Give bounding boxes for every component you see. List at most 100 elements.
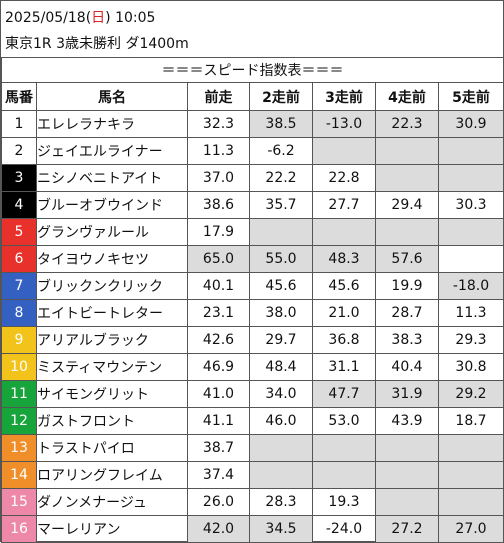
table-row: 7 ブリックンクリック 40.1 45.6 45.6 19.9 -18.0 bbox=[1, 272, 504, 300]
speed-value: 41.0 bbox=[187, 380, 250, 408]
speed-value: 55.0 bbox=[249, 245, 313, 273]
speed-value: 11.3 bbox=[187, 137, 250, 165]
horse-number: 14 bbox=[1, 461, 37, 489]
horse-number: 11 bbox=[1, 380, 37, 408]
table-row: 11 サイモングリット 41.0 34.0 47.7 31.9 29.2 bbox=[1, 380, 504, 408]
speed-value: 43.9 bbox=[375, 407, 439, 435]
horse-name: ニシノベニトアイト bbox=[36, 164, 188, 192]
speed-value: -6.2 bbox=[249, 137, 313, 165]
table-row: 15 ダノンメナージュ 26.0 28.3 19.3 bbox=[1, 488, 504, 516]
col-header-name: 馬名 bbox=[36, 82, 188, 111]
speed-value bbox=[375, 434, 439, 462]
horse-name: ダノンメナージュ bbox=[36, 488, 188, 516]
horse-name: ブリックンクリック bbox=[36, 272, 188, 300]
speed-value: 40.1 bbox=[187, 272, 250, 300]
col-header-4th: 4走前 bbox=[375, 82, 439, 111]
col-header-5th: 5走前 bbox=[437, 82, 504, 111]
speed-value: 65.0 bbox=[187, 245, 250, 273]
speed-value: 27.0 bbox=[437, 515, 504, 543]
speed-value: 26.0 bbox=[187, 488, 250, 516]
speed-value: 27.2 bbox=[375, 515, 439, 543]
speed-value: 22.8 bbox=[312, 164, 376, 192]
horse-number: 4 bbox=[1, 191, 37, 219]
horse-name: ミスティマウンテン bbox=[36, 353, 188, 381]
speed-value: 46.9 bbox=[187, 353, 250, 381]
speed-value: -13.0 bbox=[312, 110, 376, 138]
speed-value: 29.2 bbox=[437, 380, 504, 408]
speed-value: 27.7 bbox=[312, 191, 376, 219]
speed-value: 30.8 bbox=[437, 353, 504, 381]
weekday-open: ( bbox=[85, 10, 92, 26]
horse-name: タイヨウノキセツ bbox=[36, 245, 188, 273]
horse-name: エレレラナキラ bbox=[36, 110, 188, 138]
race-date: 2025/05/18 bbox=[5, 10, 86, 26]
speed-value: 21.0 bbox=[312, 299, 376, 327]
horse-name: エイトビートレター bbox=[36, 299, 188, 327]
speed-value bbox=[375, 461, 439, 489]
table-row: 13 トラストパイロ 38.7 bbox=[1, 434, 504, 462]
speed-value: 48.4 bbox=[249, 353, 313, 381]
horse-name: ブルーオブウインド bbox=[36, 191, 188, 219]
speed-value: -24.0 bbox=[312, 515, 376, 543]
speed-value: 18.7 bbox=[437, 407, 504, 435]
speed-value: 31.9 bbox=[375, 380, 439, 408]
speed-value: 42.6 bbox=[187, 326, 250, 354]
horse-name: ロアリングフレイム bbox=[36, 461, 188, 489]
table-row: 10 ミスティマウンテン 46.9 48.4 31.1 40.4 30.8 bbox=[1, 353, 504, 381]
horse-number: 2 bbox=[1, 137, 37, 165]
speed-value: 19.9 bbox=[375, 272, 439, 300]
speed-value: 30.3 bbox=[437, 191, 504, 219]
horse-number: 9 bbox=[1, 326, 37, 354]
horse-number: 6 bbox=[1, 245, 37, 273]
speed-value: 29.3 bbox=[437, 326, 504, 354]
weekday: 日 bbox=[91, 10, 106, 26]
speed-value bbox=[437, 218, 504, 246]
horse-name: マーレリアン bbox=[36, 515, 188, 543]
table-row: 14 ロアリングフレイム 37.4 bbox=[1, 461, 504, 489]
race-time: 10:05 bbox=[115, 10, 156, 26]
horse-number: 13 bbox=[1, 434, 37, 462]
speed-value: -18.0 bbox=[437, 272, 504, 300]
speed-value: 37.4 bbox=[187, 461, 250, 489]
speed-index-table: ＝＝＝スピード指数表＝＝＝ 馬番 馬名 前走 2走前 3走前 4走前 5走前 1… bbox=[0, 57, 504, 543]
speed-value: 36.8 bbox=[312, 326, 376, 354]
speed-value: 29.7 bbox=[249, 326, 313, 354]
speed-value: 46.0 bbox=[249, 407, 313, 435]
column-header-row: 馬番 馬名 前走 2走前 3走前 4走前 5走前 bbox=[1, 82, 504, 111]
speed-value bbox=[249, 218, 313, 246]
speed-value bbox=[312, 434, 376, 462]
horse-number: 16 bbox=[1, 515, 37, 543]
table-row: 1 エレレラナキラ 32.3 38.5 -13.0 22.3 30.9 bbox=[1, 110, 504, 138]
speed-value bbox=[249, 461, 313, 489]
speed-value: 19.3 bbox=[312, 488, 376, 516]
horse-number: 8 bbox=[1, 299, 37, 327]
speed-value: 38.5 bbox=[249, 110, 313, 138]
speed-value: 34.5 bbox=[249, 515, 313, 543]
speed-value: 45.6 bbox=[312, 272, 376, 300]
col-header-last: 前走 bbox=[187, 82, 250, 111]
speed-value: 31.1 bbox=[312, 353, 376, 381]
speed-value: 42.0 bbox=[187, 515, 250, 543]
horse-number: 10 bbox=[1, 353, 37, 381]
table-row: 5 グランヴァルール 17.9 bbox=[1, 218, 504, 246]
speed-value: 38.3 bbox=[375, 326, 439, 354]
speed-value bbox=[437, 137, 504, 165]
horse-name: サイモングリット bbox=[36, 380, 188, 408]
speed-value bbox=[249, 434, 313, 462]
speed-value: 34.0 bbox=[249, 380, 313, 408]
col-header-3rd: 3走前 bbox=[312, 82, 376, 111]
speed-value: 22.2 bbox=[249, 164, 313, 192]
horse-number: 12 bbox=[1, 407, 37, 435]
speed-value: 35.7 bbox=[249, 191, 313, 219]
table-title-row: ＝＝＝スピード指数表＝＝＝ bbox=[0, 57, 504, 83]
speed-value: 48.3 bbox=[312, 245, 376, 273]
speed-value bbox=[437, 434, 504, 462]
horse-name: グランヴァルール bbox=[36, 218, 188, 246]
speed-value bbox=[437, 164, 504, 192]
speed-value: 28.3 bbox=[249, 488, 313, 516]
speed-value: 23.1 bbox=[187, 299, 250, 327]
speed-value bbox=[437, 461, 504, 489]
horse-number: 1 bbox=[1, 110, 37, 138]
speed-value bbox=[437, 488, 504, 516]
